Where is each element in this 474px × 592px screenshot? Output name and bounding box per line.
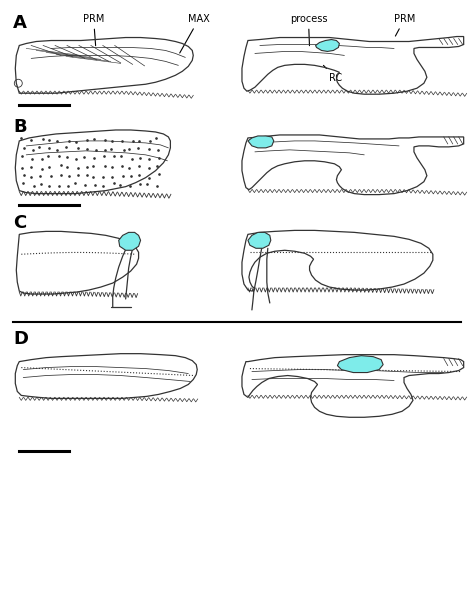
Polygon shape: [316, 40, 339, 52]
Text: MAX: MAX: [180, 14, 210, 53]
Text: PRM: PRM: [83, 14, 104, 46]
Polygon shape: [248, 136, 274, 148]
Polygon shape: [337, 356, 383, 372]
Polygon shape: [248, 233, 271, 248]
Text: B: B: [13, 118, 27, 136]
Text: A: A: [13, 14, 27, 31]
Text: PRM: PRM: [394, 14, 415, 36]
Text: process: process: [290, 14, 327, 46]
Text: D: D: [13, 330, 28, 348]
Polygon shape: [118, 233, 141, 250]
Text: RC: RC: [323, 65, 343, 83]
Text: C: C: [13, 214, 27, 233]
